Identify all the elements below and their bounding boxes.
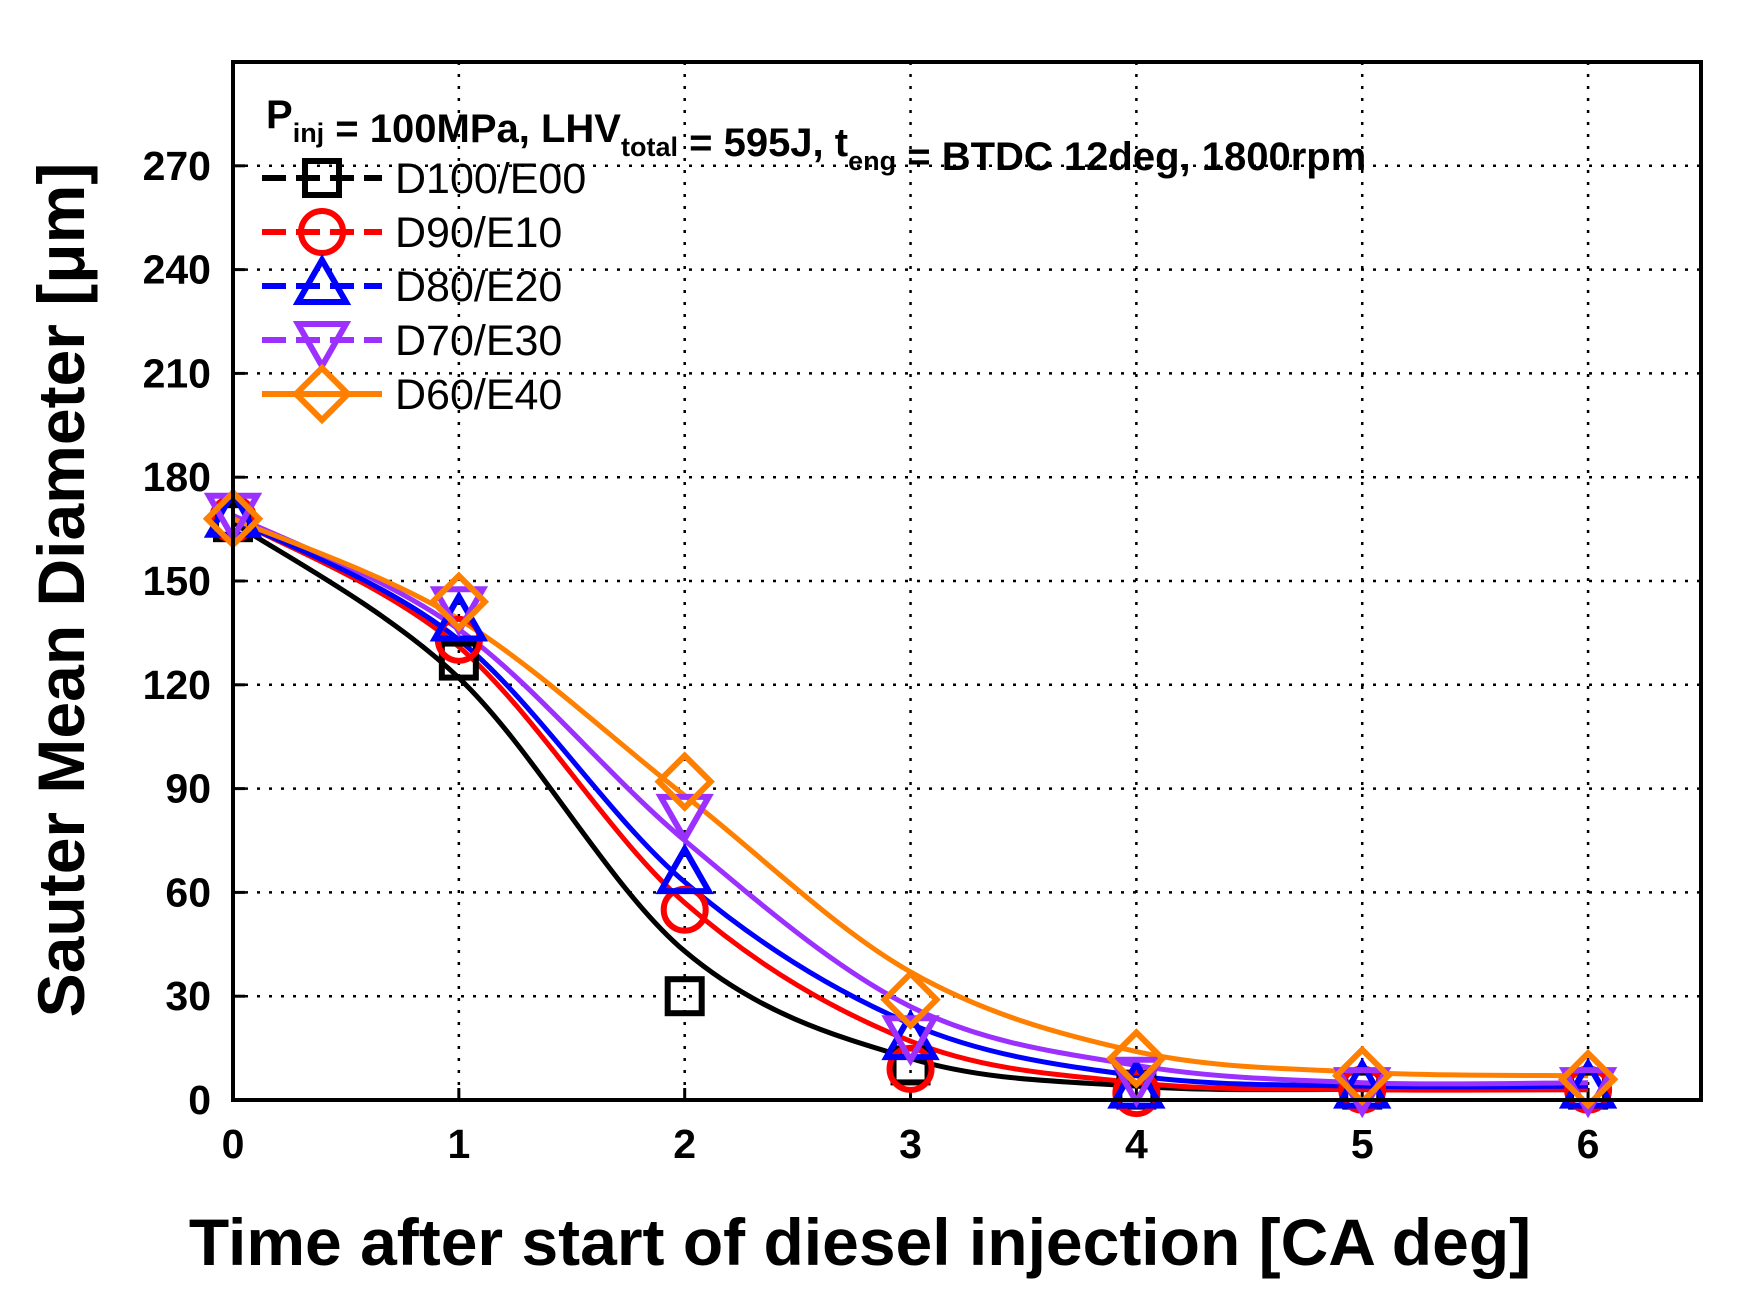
data-point-d60-e40 xyxy=(654,751,715,812)
x-tick-label: 6 xyxy=(1577,1121,1600,1167)
y-tick-label: 210 xyxy=(143,350,211,396)
legend: D100/E00 D90/E10 D80/E20 D70/E30 D60/E40 xyxy=(262,155,586,425)
data-point-d70-e30 xyxy=(881,1015,940,1067)
data-point-d90-e10 xyxy=(886,1044,935,1093)
data-point-d100-e00 xyxy=(664,976,705,1017)
data-point-d70-e30 xyxy=(429,586,489,638)
fit-curve-d90-e10 xyxy=(231,516,1589,1093)
x-tick-label: 2 xyxy=(673,1121,696,1167)
y-tick-label: 120 xyxy=(143,662,211,708)
y-axis-title: Sauter Mean Diameter [μm] xyxy=(24,163,98,1018)
data-point-d70-e30 xyxy=(1107,1056,1166,1108)
x-tick-label: 4 xyxy=(1125,1121,1148,1167)
y-tick-label: 240 xyxy=(143,247,211,293)
y-tick-label: 30 xyxy=(165,973,211,1019)
data-point-d60-e40 xyxy=(1106,1028,1167,1089)
y-tick-label: 270 xyxy=(143,143,211,189)
y-tick-label: 90 xyxy=(165,766,211,812)
data-point-d90-e10 xyxy=(1112,1069,1161,1118)
data-point-d60-e40 xyxy=(880,969,941,1030)
y-tick-label: 0 xyxy=(188,1077,211,1123)
legend-marker-d60-e40 xyxy=(291,363,353,425)
x-tick-label: 3 xyxy=(899,1121,922,1167)
data-point-d70-e30 xyxy=(655,793,714,845)
conditions-annotation: Pinj = 100MPa, LHVtotal = 595J, teng = B… xyxy=(266,93,1366,179)
grid xyxy=(233,62,1701,1100)
legend-label-d60-e40: D60/E40 xyxy=(395,371,562,419)
legend-label-d70-e30: D70/E30 xyxy=(395,317,562,365)
data-point-d80-e20 xyxy=(655,843,714,895)
x-tick-label: 5 xyxy=(1351,1121,1374,1167)
data-point-d100-e00 xyxy=(438,640,479,681)
y-tick-label: 60 xyxy=(165,869,211,915)
data-point-d60-e40 xyxy=(1557,1048,1619,1110)
legend-marker-d80-e20 xyxy=(292,253,352,305)
legend-label-d80-e20: D80/E20 xyxy=(395,263,562,311)
legend-label-d90-e10: D90/E10 xyxy=(395,209,562,257)
legend-marker-d100-e00 xyxy=(302,158,342,198)
data-point-d60-e40 xyxy=(428,571,490,633)
y-tick-label: 150 xyxy=(143,558,211,604)
x-tick-label: 0 xyxy=(222,1121,245,1167)
x-tick-label: 1 xyxy=(447,1121,470,1167)
legend-label-d100-e00: D100/E00 xyxy=(395,155,586,203)
legend-marker-d90-e10 xyxy=(298,208,346,256)
y-tick-label: 180 xyxy=(143,454,211,500)
x-axis-title: Time after start of diesel injection [CA… xyxy=(189,1205,1531,1279)
plot-frame xyxy=(231,60,1703,1102)
legend-marker-d70-e30 xyxy=(292,321,352,373)
